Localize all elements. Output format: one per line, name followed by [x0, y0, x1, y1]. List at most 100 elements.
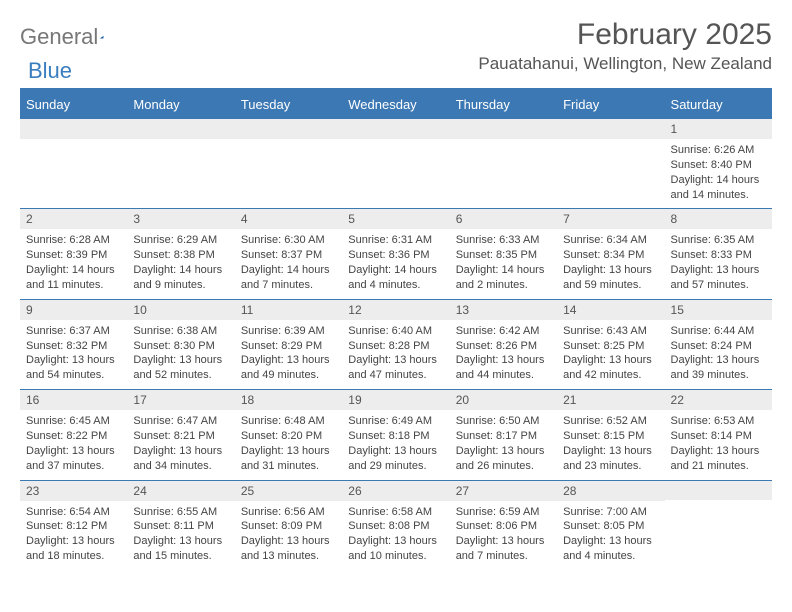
sunset-text: Sunset: 8:35 PM: [456, 248, 551, 263]
daylight-text: Daylight: 14 hours and 4 minutes.: [348, 263, 443, 293]
sunrise-text: Sunrise: 6:29 AM: [133, 233, 228, 248]
sunset-text: Sunset: 8:40 PM: [671, 158, 766, 173]
day-number: 19: [342, 389, 449, 410]
sunrise-text: Sunrise: 6:40 AM: [348, 324, 443, 339]
sunset-text: Sunset: 8:29 PM: [241, 339, 336, 354]
daylight-text: Daylight: 13 hours and 52 minutes.: [133, 353, 228, 383]
logo-text-1: General: [20, 24, 98, 50]
day-body: Sunrise: 6:30 AMSunset: 8:37 PMDaylight:…: [235, 229, 342, 294]
sunset-text: Sunset: 8:17 PM: [456, 429, 551, 444]
sunrise-text: Sunrise: 6:42 AM: [456, 324, 551, 339]
day-number: 17: [127, 389, 234, 410]
daylight-text: Daylight: 13 hours and 42 minutes.: [563, 353, 658, 383]
day-body: Sunrise: 6:49 AMSunset: 8:18 PMDaylight:…: [342, 410, 449, 475]
sunset-text: Sunset: 8:28 PM: [348, 339, 443, 354]
sunset-text: Sunset: 8:30 PM: [133, 339, 228, 354]
daylight-text: Daylight: 14 hours and 9 minutes.: [133, 263, 228, 293]
sunset-text: Sunset: 8:09 PM: [241, 519, 336, 534]
sunset-text: Sunset: 8:21 PM: [133, 429, 228, 444]
day-number: 16: [20, 389, 127, 410]
day-number: 8: [665, 208, 772, 229]
daylight-text: Daylight: 13 hours and 29 minutes.: [348, 444, 443, 474]
daylight-text: Daylight: 14 hours and 11 minutes.: [26, 263, 121, 293]
sunrise-text: Sunrise: 6:37 AM: [26, 324, 121, 339]
day-number: 2: [20, 208, 127, 229]
calendar-cell: 19Sunrise: 6:49 AMSunset: 8:18 PMDayligh…: [342, 389, 449, 479]
day-body: Sunrise: 6:43 AMSunset: 8:25 PMDaylight:…: [557, 320, 664, 385]
calendar-week: 23Sunrise: 6:54 AMSunset: 8:12 PMDayligh…: [20, 480, 772, 570]
day-number: 7: [557, 208, 664, 229]
calendar-cell: [127, 119, 234, 208]
day-number: 5: [342, 208, 449, 229]
calendar-cell: [235, 119, 342, 208]
calendar-cell: 7Sunrise: 6:34 AMSunset: 8:34 PMDaylight…: [557, 208, 664, 298]
day-body: Sunrise: 6:42 AMSunset: 8:26 PMDaylight:…: [450, 320, 557, 385]
sunset-text: Sunset: 8:12 PM: [26, 519, 121, 534]
logo-text-2: Blue: [28, 58, 72, 84]
calendar-cell: 6Sunrise: 6:33 AMSunset: 8:35 PMDaylight…: [450, 208, 557, 298]
calendar-cell: [450, 119, 557, 208]
calendar-cell: 12Sunrise: 6:40 AMSunset: 8:28 PMDayligh…: [342, 299, 449, 389]
daylight-text: Daylight: 13 hours and 7 minutes.: [456, 534, 551, 564]
calendar-cell: 26Sunrise: 6:58 AMSunset: 8:08 PMDayligh…: [342, 480, 449, 570]
daylight-text: Daylight: 13 hours and 10 minutes.: [348, 534, 443, 564]
daylight-text: Daylight: 13 hours and 54 minutes.: [26, 353, 121, 383]
day-body: Sunrise: 6:58 AMSunset: 8:08 PMDaylight:…: [342, 501, 449, 566]
day-number: 1: [665, 119, 772, 139]
calendar-grid: 1Sunrise: 6:26 AMSunset: 8:40 PMDaylight…: [20, 119, 772, 570]
daylight-text: Daylight: 13 hours and 21 minutes.: [671, 444, 766, 474]
day-body: Sunrise: 6:44 AMSunset: 8:24 PMDaylight:…: [665, 320, 772, 385]
sunset-text: Sunset: 8:39 PM: [26, 248, 121, 263]
sunrise-text: Sunrise: 6:44 AM: [671, 324, 766, 339]
day-body: Sunrise: 6:34 AMSunset: 8:34 PMDaylight:…: [557, 229, 664, 294]
sunrise-text: Sunrise: 6:35 AM: [671, 233, 766, 248]
day-body: Sunrise: 6:40 AMSunset: 8:28 PMDaylight:…: [342, 320, 449, 385]
weekday-monday: Monday: [127, 90, 234, 119]
sunset-text: Sunset: 8:11 PM: [133, 519, 228, 534]
day-number: 26: [342, 480, 449, 501]
day-number: 4: [235, 208, 342, 229]
weekday-friday: Friday: [557, 90, 664, 119]
day-body: Sunrise: 6:56 AMSunset: 8:09 PMDaylight:…: [235, 501, 342, 566]
daylight-text: Daylight: 13 hours and 34 minutes.: [133, 444, 228, 474]
weekday-sunday: Sunday: [20, 90, 127, 119]
calendar-week: 9Sunrise: 6:37 AMSunset: 8:32 PMDaylight…: [20, 299, 772, 389]
day-number: 15: [665, 299, 772, 320]
day-number: 20: [450, 389, 557, 410]
calendar-cell: 14Sunrise: 6:43 AMSunset: 8:25 PMDayligh…: [557, 299, 664, 389]
sunset-text: Sunset: 8:24 PM: [671, 339, 766, 354]
sunset-text: Sunset: 8:26 PM: [456, 339, 551, 354]
sunrise-text: Sunrise: 6:30 AM: [241, 233, 336, 248]
calendar-cell: [20, 119, 127, 208]
logo-triangle-icon: [100, 28, 104, 46]
sunrise-text: Sunrise: 6:56 AM: [241, 505, 336, 520]
sunset-text: Sunset: 8:32 PM: [26, 339, 121, 354]
daylight-text: Daylight: 14 hours and 7 minutes.: [241, 263, 336, 293]
day-number: 14: [557, 299, 664, 320]
calendar-cell: 28Sunrise: 7:00 AMSunset: 8:05 PMDayligh…: [557, 480, 664, 570]
calendar-cell: 20Sunrise: 6:50 AMSunset: 8:17 PMDayligh…: [450, 389, 557, 479]
sunrise-text: Sunrise: 6:33 AM: [456, 233, 551, 248]
day-body: Sunrise: 6:54 AMSunset: 8:12 PMDaylight:…: [20, 501, 127, 566]
sunrise-text: Sunrise: 6:49 AM: [348, 414, 443, 429]
day-body: Sunrise: 6:48 AMSunset: 8:20 PMDaylight:…: [235, 410, 342, 475]
daylight-text: Daylight: 13 hours and 44 minutes.: [456, 353, 551, 383]
daylight-text: Daylight: 13 hours and 39 minutes.: [671, 353, 766, 383]
sunset-text: Sunset: 8:22 PM: [26, 429, 121, 444]
day-number: [20, 119, 127, 139]
calendar-cell: 11Sunrise: 6:39 AMSunset: 8:29 PMDayligh…: [235, 299, 342, 389]
sunset-text: Sunset: 8:25 PM: [563, 339, 658, 354]
daylight-text: Daylight: 13 hours and 13 minutes.: [241, 534, 336, 564]
calendar-cell: 18Sunrise: 6:48 AMSunset: 8:20 PMDayligh…: [235, 389, 342, 479]
weekday-saturday: Saturday: [665, 90, 772, 119]
day-number: 10: [127, 299, 234, 320]
sunset-text: Sunset: 8:38 PM: [133, 248, 228, 263]
sunset-text: Sunset: 8:08 PM: [348, 519, 443, 534]
calendar-cell: 25Sunrise: 6:56 AMSunset: 8:09 PMDayligh…: [235, 480, 342, 570]
calendar-cell: [557, 119, 664, 208]
day-body: Sunrise: 6:53 AMSunset: 8:14 PMDaylight:…: [665, 410, 772, 475]
sunset-text: Sunset: 8:20 PM: [241, 429, 336, 444]
sunrise-text: Sunrise: 6:53 AM: [671, 414, 766, 429]
day-body: Sunrise: 6:31 AMSunset: 8:36 PMDaylight:…: [342, 229, 449, 294]
sunrise-text: Sunrise: 6:43 AM: [563, 324, 658, 339]
